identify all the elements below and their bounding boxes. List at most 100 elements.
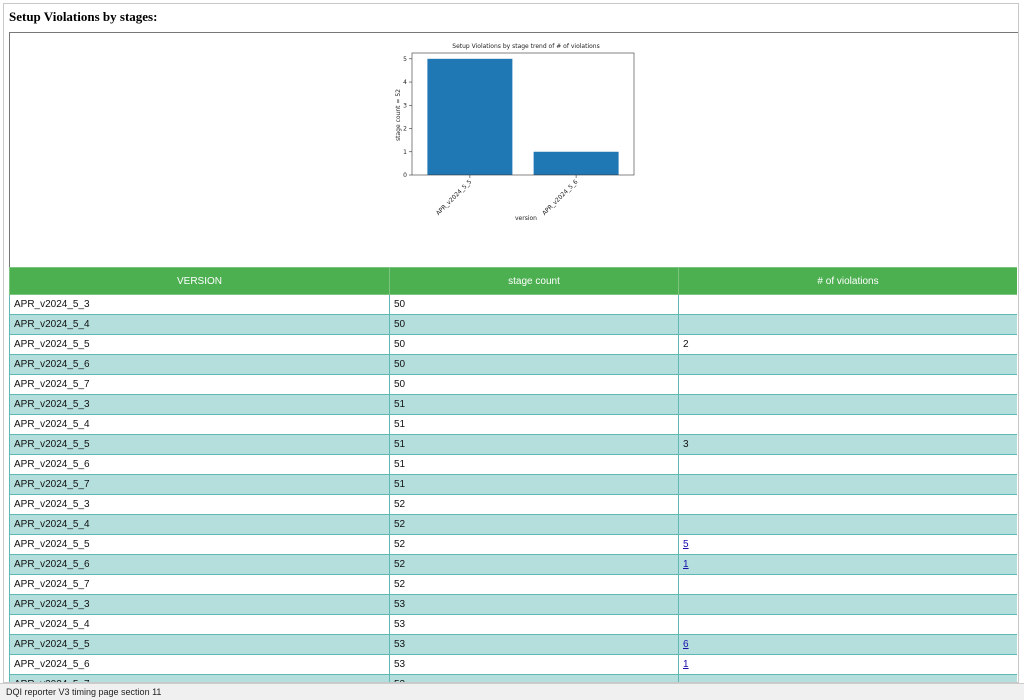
violations-cell bbox=[678, 494, 1017, 515]
table-row: APR_v2024_5_5 52 5 bbox=[9, 534, 1017, 555]
version-cell: APR_v2024_5_5 bbox=[9, 434, 390, 455]
version-cell: APR_v2024_5_3 bbox=[9, 594, 390, 615]
data-table: VERSION stage count # of violations APR_v2… bbox=[9, 267, 1017, 682]
violations-cell: 3 bbox=[678, 434, 1017, 455]
violations-cell bbox=[678, 674, 1017, 682]
violations-link[interactable]: 1 bbox=[683, 559, 689, 570]
violations-cell bbox=[678, 414, 1017, 435]
version-cell: APR_v2024_5_5 bbox=[9, 534, 390, 555]
stage-count-cell: 53 bbox=[389, 594, 679, 615]
version-cell: APR_v2024_5_6 bbox=[9, 354, 390, 375]
table-row: APR_v2024_5_5 53 6 bbox=[9, 634, 1017, 655]
violations-cell bbox=[678, 514, 1017, 535]
stage-count-cell: 50 bbox=[389, 314, 679, 335]
version-cell: APR_v2024_5_4 bbox=[9, 414, 390, 435]
table-row: APR_v2024_5_4 52 bbox=[9, 514, 1017, 535]
chart: Setup Violations by stage trend of # of … bbox=[395, 43, 635, 222]
bar bbox=[533, 151, 619, 175]
stage-count-cell: 51 bbox=[389, 454, 679, 475]
version-cell: APR_v2024_5_6 bbox=[9, 454, 390, 475]
stage-count-cell: 51 bbox=[389, 394, 679, 415]
stage-count-cell: 52 bbox=[389, 494, 679, 515]
stage-count-cell: 52 bbox=[389, 514, 679, 535]
table-row: APR_v2024_5_5 50 2 bbox=[9, 334, 1017, 355]
violations-link[interactable]: 6 bbox=[683, 639, 689, 650]
y-tick-label: 2 bbox=[403, 126, 407, 133]
version-cell: APR_v2024_5_3 bbox=[9, 294, 390, 315]
stage-count-cell: 50 bbox=[389, 294, 679, 315]
table-row: APR_v2024_5_6 53 1 bbox=[9, 654, 1017, 675]
violations-cell bbox=[678, 614, 1017, 635]
y-tick-label: 1 bbox=[403, 149, 407, 156]
table-row: APR_v2024_5_3 52 bbox=[9, 494, 1017, 515]
stage-count-cell: 53 bbox=[389, 674, 679, 682]
stage-count-cell: 53 bbox=[389, 634, 679, 655]
stage-count-cell: 50 bbox=[389, 354, 679, 375]
table-row: APR_v2024_5_4 51 bbox=[9, 414, 1017, 435]
plot-frame bbox=[411, 52, 635, 176]
violations-cell: 5 bbox=[678, 534, 1017, 555]
version-cell: APR_v2024_5_7 bbox=[9, 574, 390, 595]
version-cell: APR_v2024_5_5 bbox=[9, 334, 390, 355]
report-frame: Setup Violations by stages: Setup Violat… bbox=[3, 3, 1019, 683]
version-cell: APR_v2024_5_4 bbox=[9, 614, 390, 635]
stage-count-cell: 51 bbox=[389, 434, 679, 455]
violations-cell bbox=[678, 474, 1017, 495]
table-row: APR_v2024_5_7 52 bbox=[9, 574, 1017, 595]
version-cell: APR_v2024_5_7 bbox=[9, 474, 390, 495]
x-tick-label: APR_v2024_5_6 bbox=[541, 178, 580, 217]
y-axis-label: stage count = 52 bbox=[395, 89, 402, 141]
table-row: APR_v2024_5_3 53 bbox=[9, 594, 1017, 615]
y-tick-label: 5 bbox=[403, 56, 407, 63]
table-row: APR_v2024_5_6 50 bbox=[9, 354, 1017, 375]
version-cell: APR_v2024_5_6 bbox=[9, 654, 390, 675]
column-header: stage count bbox=[389, 267, 679, 295]
version-cell: APR_v2024_5_7 bbox=[9, 374, 390, 395]
table-row: APR_v2024_5_7 51 bbox=[9, 474, 1017, 495]
table-row: APR_v2024_5_3 50 bbox=[9, 294, 1017, 315]
stage-count-cell: 52 bbox=[389, 554, 679, 575]
table-row: APR_v2024_5_4 50 bbox=[9, 314, 1017, 335]
stage-count-cell: 52 bbox=[389, 534, 679, 555]
section-title: Setup Violations by stages: bbox=[9, 9, 158, 24]
stage-count-cell: 50 bbox=[389, 374, 679, 395]
version-cell: APR_v2024_5_7 bbox=[9, 674, 390, 682]
stage-count-cell: 51 bbox=[389, 474, 679, 495]
bar bbox=[427, 58, 513, 175]
violations-cell bbox=[678, 454, 1017, 475]
table-row: APR_v2024_5_753 bbox=[9, 674, 1017, 682]
stage-count-cell: 53 bbox=[389, 654, 679, 675]
table-container: VERSION stage count # of violations APR_v2… bbox=[9, 267, 1017, 682]
violations-cell bbox=[678, 394, 1017, 415]
violations-cell bbox=[678, 354, 1017, 375]
version-cell: APR_v2024_5_4 bbox=[9, 514, 390, 535]
violations-cell bbox=[678, 594, 1017, 615]
violations-cell: 6 bbox=[678, 634, 1017, 655]
table-row: APR_v2024_5_6 51 bbox=[9, 454, 1017, 475]
version-cell: APR_v2024_5_4 bbox=[9, 314, 390, 335]
x-axis-label: version bbox=[515, 215, 537, 222]
violations-link[interactable]: 1 bbox=[683, 659, 689, 670]
x-tick-label: APR_v2024_5_5 bbox=[435, 178, 474, 217]
table-row: APR_v2024_5_3 51 bbox=[9, 394, 1017, 415]
y-tick-label: 0 bbox=[403, 172, 407, 179]
y-tick-label: 4 bbox=[403, 79, 407, 86]
violations-cell: 2 bbox=[678, 334, 1017, 355]
violations-cell bbox=[678, 314, 1017, 335]
table-row: APR_v2024_5_4 53 bbox=[9, 614, 1017, 635]
stage-count-cell: 52 bbox=[389, 574, 679, 595]
chart-box: Setup Violations by stage trend of # of … bbox=[9, 32, 1018, 267]
table-header: VERSION stage count # of violations bbox=[9, 267, 1017, 295]
version-cell: APR_v2024_5_3 bbox=[9, 494, 390, 515]
violations-cell bbox=[678, 574, 1017, 595]
stage-count-cell: 53 bbox=[389, 614, 679, 635]
violations-cell bbox=[678, 374, 1017, 395]
y-tick-label: 3 bbox=[403, 102, 407, 109]
violations-link[interactable]: 5 bbox=[683, 539, 689, 550]
version-cell: APR_v2024_5_6 bbox=[9, 554, 390, 575]
chart-title: Setup Violations by stage trend of # of … bbox=[452, 43, 599, 50]
column-header: VERSION bbox=[9, 267, 390, 295]
stage-count-cell: 50 bbox=[389, 334, 679, 355]
table-row: APR_v2024_5_7 50 bbox=[9, 374, 1017, 395]
